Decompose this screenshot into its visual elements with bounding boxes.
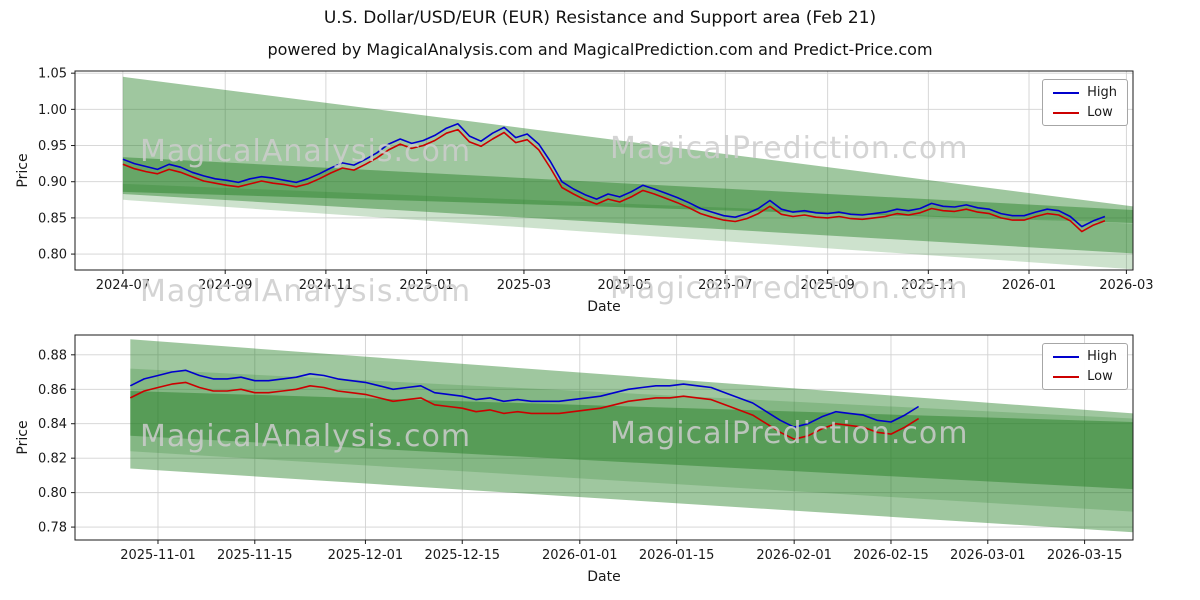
- x-tick-label: 2025-09: [800, 278, 854, 293]
- y-tick-label: 0.78: [38, 521, 67, 536]
- y-axis-label: Price: [15, 153, 31, 187]
- x-tick-label: 2026-02-01: [756, 548, 832, 563]
- x-tick-label: 2026-01: [1002, 278, 1056, 293]
- support-resistance-band: [130, 390, 1134, 533]
- chart-subtitle: powered by MagicalAnalysis.com and Magic…: [267, 40, 933, 59]
- low-line-swatch: [1053, 111, 1080, 114]
- x-tick-label: 2025-07: [698, 278, 752, 293]
- chart-title: U.S. Dollar/USD/EUR (EUR) Resistance and…: [323, 8, 877, 28]
- y-tick-label: 0.88: [38, 348, 67, 363]
- legend-label-high: High: [1087, 349, 1117, 364]
- x-axis-label: Date: [587, 569, 620, 585]
- x-tick-label: 2025-11: [901, 278, 955, 293]
- plot-border: [74, 334, 1134, 541]
- x-tick-label: 2025-03: [497, 278, 551, 293]
- x-tick-label: 2024-09: [198, 278, 252, 293]
- x-tick-label: 2026-03-15: [1047, 548, 1123, 563]
- bottom-chart: 0.78 0.80 0.82 0.84 0.86 0.88 2025-11-01 2025-1…: [15, 334, 1134, 585]
- axis-ticks: 0.80 0.85 0.90 0.95 1.00 1.05 2024-07 2024-09 20…: [38, 67, 1154, 293]
- legend-top-chart: High Low: [1042, 79, 1128, 126]
- x-tick-label: 2025-11-01: [120, 548, 196, 563]
- x-tick-label: 2025-12-01: [328, 548, 404, 563]
- top-chart: 0.80 0.85 0.90 0.95 1.00 1.05 2024-07 2024-09 20…: [15, 67, 1154, 315]
- support-resistance-band: [122, 157, 1133, 254]
- support-resistance-band: [122, 183, 1133, 270]
- legend-bottom-chart: High Low: [1042, 343, 1128, 390]
- x-tick-label: 2026-01-01: [542, 548, 618, 563]
- y-tick-label: 0.82: [38, 452, 67, 467]
- series-low-line: [129, 381, 920, 441]
- series-high-line: [122, 123, 1106, 228]
- y-tick-label: 0.80: [38, 248, 67, 263]
- grid-lines: [75, 71, 1133, 270]
- support-resistance-band: [130, 339, 1134, 490]
- y-tick-label: 0.85: [38, 211, 67, 226]
- legend-label-low: Low: [1087, 105, 1113, 120]
- support-resistance-band: [130, 368, 1134, 512]
- y-tick-label: 1.05: [38, 67, 67, 82]
- plot-border: [74, 70, 1134, 271]
- x-tick-label: 2026-02-15: [853, 548, 929, 563]
- x-tick-label: 2025-12-15: [424, 548, 500, 563]
- x-tick-label: 2025-05: [597, 278, 651, 293]
- y-tick-label: 0.90: [38, 175, 67, 190]
- x-tick-label: 2025-11-15: [217, 548, 293, 563]
- x-tick-label: 2026-03-01: [950, 548, 1026, 563]
- legend-item-low: Low: [1053, 370, 1117, 383]
- y-tick-label: 0.80: [38, 486, 67, 501]
- high-line-swatch: [1053, 355, 1080, 358]
- y-tick-label: 0.86: [38, 383, 67, 398]
- y-tick-label: 0.84: [38, 417, 67, 432]
- legend-label-low: Low: [1087, 369, 1113, 384]
- x-tick-label: 2025-01: [399, 278, 453, 293]
- legend-item-low: Low: [1053, 106, 1117, 119]
- legend-label-high: High: [1087, 85, 1117, 100]
- y-tick-label: 0.95: [38, 139, 67, 154]
- x-tick-label: 2026-03: [1099, 278, 1153, 293]
- x-tick-label: 2026-01-15: [639, 548, 715, 563]
- x-tick-label: 2024-11: [299, 278, 353, 293]
- series-high-line: [129, 369, 920, 429]
- axis-ticks: 0.78 0.80 0.82 0.84 0.86 0.88 2025-11-01 2025-1…: [38, 348, 1122, 563]
- legend-item-high: High: [1053, 350, 1117, 363]
- x-tick-label: 2024-07: [96, 278, 150, 293]
- x-axis-label: Date: [587, 299, 620, 315]
- low-line-swatch: [1053, 375, 1080, 378]
- y-axis-label: Price: [15, 420, 31, 454]
- y-tick-label: 1.00: [38, 103, 67, 118]
- support-resistance-band: [122, 76, 1133, 223]
- series-low-line: [122, 128, 1106, 233]
- high-line-swatch: [1053, 91, 1080, 94]
- legend-item-high: High: [1053, 86, 1117, 99]
